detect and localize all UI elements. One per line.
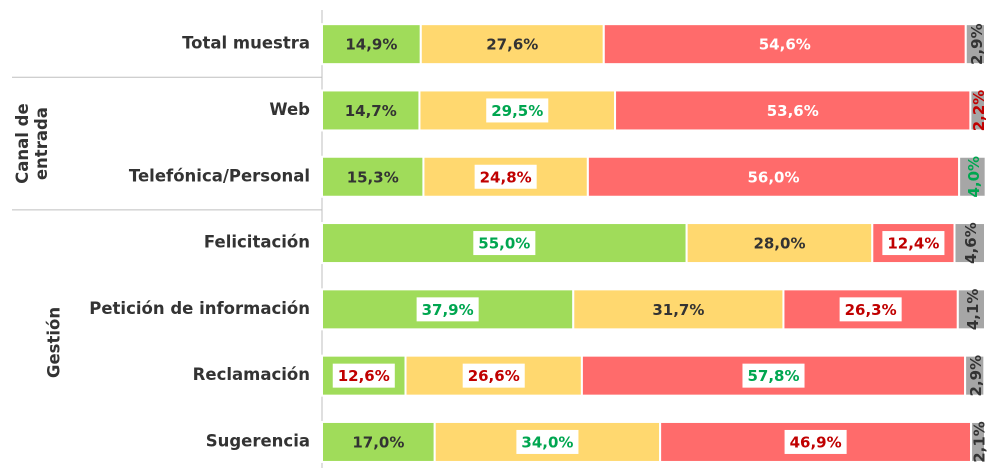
value-label-box bbox=[473, 231, 536, 256]
value-label: 29,5% bbox=[491, 102, 543, 120]
value-label-group: 31,7% bbox=[652, 301, 704, 319]
value-label: 4,1% bbox=[964, 289, 982, 331]
value-label-group: 14,7% bbox=[345, 102, 397, 120]
value-label-group: 56,0% bbox=[747, 168, 799, 186]
bar-segment bbox=[321, 155, 425, 198]
value-label: 26,6% bbox=[468, 367, 520, 385]
value-label-group: 12,6% bbox=[332, 363, 395, 388]
value-label: 34,0% bbox=[521, 433, 573, 451]
value-label-group: 26,3% bbox=[839, 297, 902, 322]
value-label-box bbox=[839, 297, 902, 322]
value-label-group: 24,8% bbox=[474, 164, 537, 189]
value-label-box bbox=[332, 363, 395, 388]
value-label: 12,6% bbox=[338, 367, 390, 385]
value-label-box bbox=[416, 297, 479, 322]
value-label: 12,4% bbox=[887, 235, 939, 253]
value-label: 2,9% bbox=[967, 355, 985, 397]
value-label: 37,9% bbox=[422, 301, 474, 319]
bar-segment bbox=[964, 23, 987, 66]
category-label: Web bbox=[269, 100, 310, 119]
group-label: entrada bbox=[32, 107, 51, 180]
category-label: Sugerencia bbox=[206, 431, 310, 450]
value-label-group: 53,6% bbox=[767, 102, 819, 120]
value-label-group: 34,0% bbox=[516, 429, 579, 454]
value-label-group: 55,0% bbox=[473, 231, 536, 256]
value-label-group: 14,9% bbox=[345, 36, 397, 54]
category-label: Telefónica/Personal bbox=[129, 166, 310, 185]
bar-segment bbox=[685, 222, 874, 265]
value-label: 2,2% bbox=[970, 90, 988, 132]
value-label: 15,3% bbox=[347, 168, 399, 186]
value-label-group: 28,0% bbox=[753, 235, 805, 253]
value-label: 4,6% bbox=[962, 222, 980, 264]
value-label: 28,0% bbox=[753, 235, 805, 253]
value-label: 14,9% bbox=[345, 36, 397, 54]
value-label: 4,0% bbox=[965, 156, 983, 198]
value-label: 46,9% bbox=[790, 433, 842, 451]
value-label: 2,1% bbox=[971, 421, 989, 463]
value-label-group: 37,9% bbox=[416, 297, 479, 322]
bar-segment bbox=[321, 89, 421, 132]
value-label: 2,9% bbox=[968, 23, 986, 65]
bar-segment bbox=[586, 155, 961, 198]
bar-segment bbox=[419, 23, 605, 66]
bar-segment bbox=[953, 222, 987, 265]
value-label: 14,7% bbox=[345, 102, 397, 120]
value-label-group: 46,9% bbox=[784, 429, 847, 454]
value-label-box bbox=[882, 231, 945, 256]
value-label-group: 57,8% bbox=[742, 363, 805, 388]
bar-segment bbox=[956, 288, 987, 331]
value-label: 56,0% bbox=[747, 168, 799, 186]
category-label: Felicitación bbox=[204, 233, 310, 252]
value-label-box bbox=[474, 164, 537, 189]
value-label-group: 17,0% bbox=[352, 433, 404, 451]
value-label-group: 27,6% bbox=[486, 36, 538, 54]
value-label: 26,3% bbox=[845, 301, 897, 319]
value-label-group: 12,4% bbox=[882, 231, 945, 256]
value-label-box bbox=[462, 363, 525, 388]
category-label: Total muestra bbox=[182, 34, 310, 53]
value-label-group: 15,3% bbox=[347, 168, 399, 186]
category-label: Petición de información bbox=[89, 299, 310, 318]
bar-segment bbox=[958, 155, 987, 198]
bar-segment bbox=[970, 420, 987, 463]
value-label-group: 29,5% bbox=[486, 98, 549, 123]
value-label-box bbox=[784, 429, 847, 454]
value-label: 55,0% bbox=[478, 235, 530, 253]
group-label: Gestión bbox=[45, 307, 64, 378]
value-label: 27,6% bbox=[486, 36, 538, 54]
value-label: 53,6% bbox=[767, 102, 819, 120]
bar-segment bbox=[964, 354, 986, 397]
value-label-group: 54,6% bbox=[759, 36, 811, 54]
bar-segment bbox=[321, 222, 688, 265]
value-label: 31,7% bbox=[652, 301, 704, 319]
bar-segment bbox=[969, 89, 987, 132]
value-label-box bbox=[742, 363, 805, 388]
bar-segment bbox=[614, 89, 972, 132]
value-label: 54,6% bbox=[759, 36, 811, 54]
group-label: Canal de bbox=[13, 103, 32, 184]
value-label: 17,0% bbox=[352, 433, 404, 451]
value-label-box bbox=[486, 98, 549, 123]
category-label: Reclamación bbox=[193, 365, 310, 384]
value-label-box bbox=[516, 429, 579, 454]
value-label-group: 26,6% bbox=[462, 363, 525, 388]
value-label: 57,8% bbox=[747, 367, 799, 385]
bar-segment bbox=[602, 23, 967, 66]
value-label: 24,8% bbox=[480, 168, 532, 186]
